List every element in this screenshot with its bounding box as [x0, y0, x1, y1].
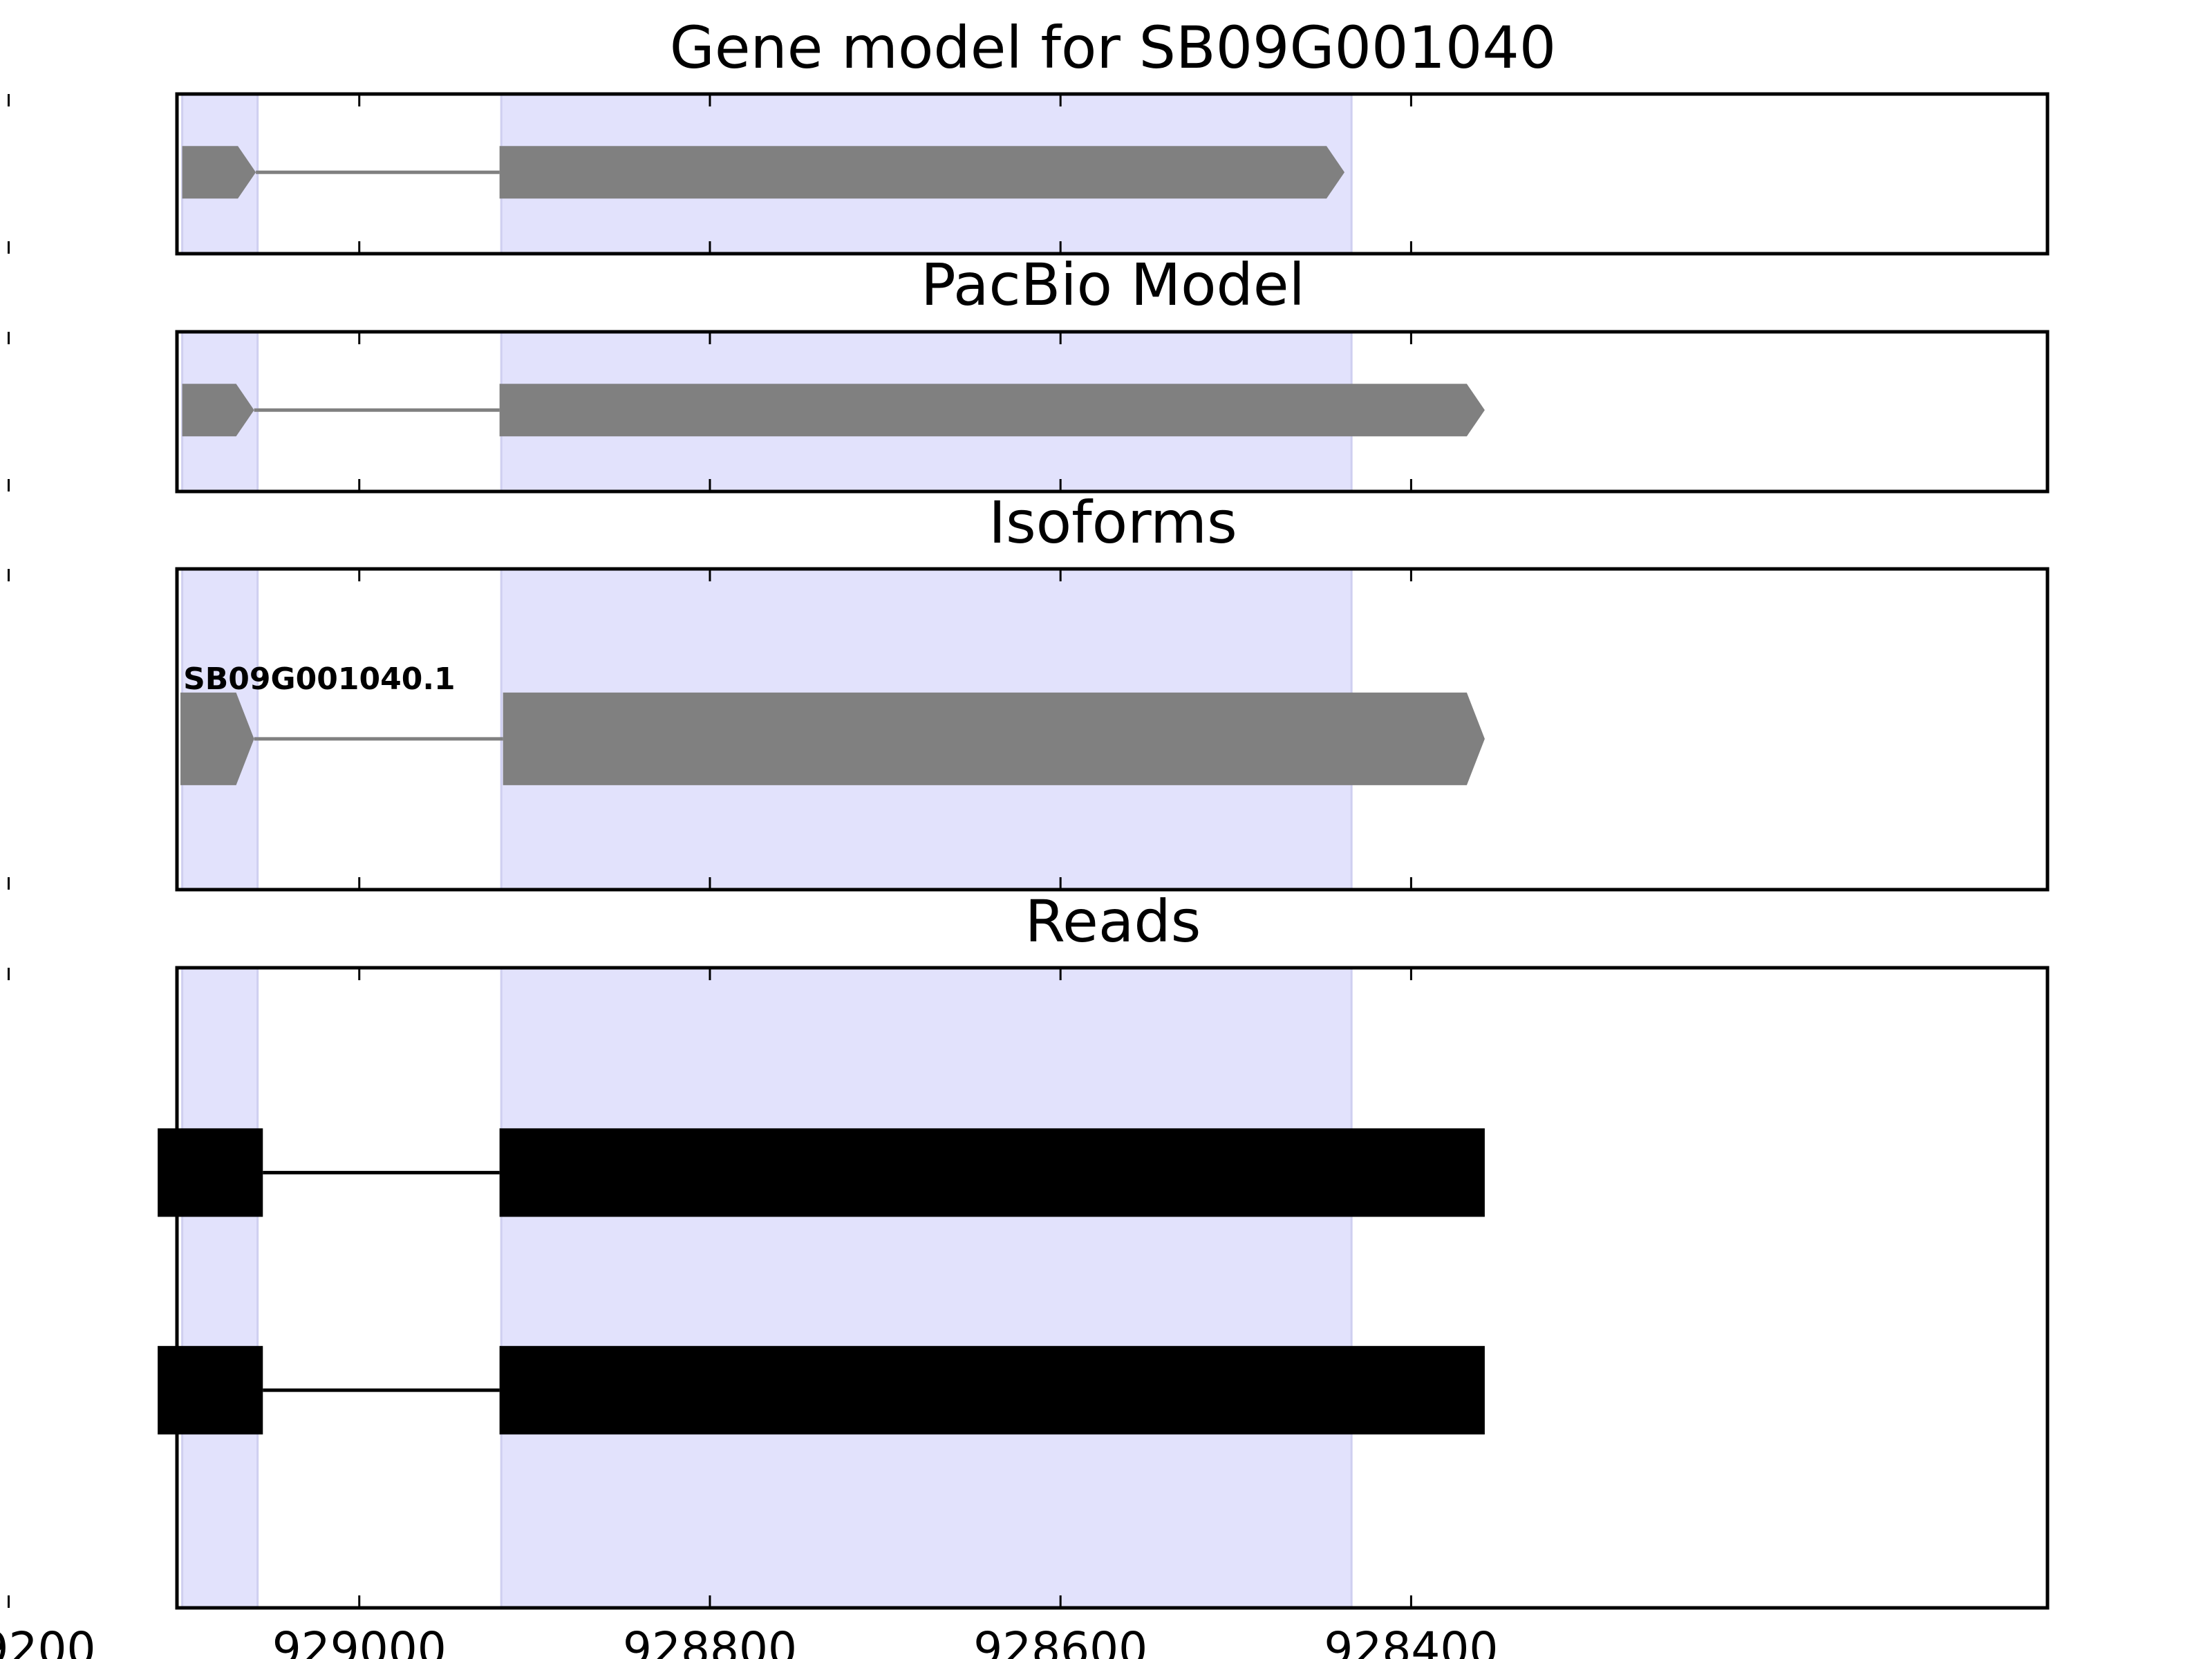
plot-frame [175, 330, 2050, 494]
exon-block [499, 384, 1485, 437]
plot-frame [175, 567, 2050, 892]
plot-frame [175, 966, 2050, 1610]
exon-block [180, 692, 254, 785]
exon-block [499, 1346, 1485, 1435]
exon-block [182, 384, 254, 437]
x-tick-label: 928800 [623, 1622, 797, 1659]
isoforms-panel: Isoforms SB09G001040.1 [8, 489, 2050, 892]
plot-frame [175, 92, 2050, 256]
panel-title: Gene model for SB09G001040 [670, 14, 1556, 82]
x-tick-label: 929000 [272, 1622, 447, 1659]
x-tick-label: 928400 [1324, 1622, 1498, 1659]
panel-title: PacBio Model [921, 251, 1305, 319]
panel-title: Reads [1025, 888, 1201, 955]
highlight-band [181, 966, 259, 1609]
exon-block [158, 1128, 263, 1217]
gene-model-panel: Gene model for SB09G001040 [8, 14, 2050, 256]
isoform-label: SB09G001040.1 [183, 662, 456, 697]
x-tick-label: 929200 [0, 1622, 96, 1659]
exon-block [503, 692, 1485, 785]
exon-block [499, 146, 1345, 199]
exon-block [182, 146, 256, 199]
highlight-band [500, 966, 1353, 1609]
exon-block [499, 1128, 1485, 1217]
x-tick-label: 928600 [973, 1622, 1147, 1659]
pacbio-model-panel: PacBio Model [8, 251, 2050, 494]
exon-block [158, 1346, 263, 1435]
panel-title: Isoforms [988, 489, 1237, 556]
reads-panel: Reads 929200 929000 928800 928600 928400 [0, 888, 2050, 1659]
